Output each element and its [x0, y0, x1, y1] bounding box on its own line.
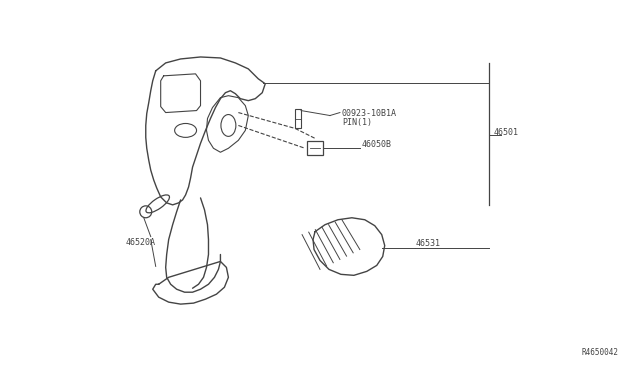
Text: 46050B: 46050B	[362, 140, 392, 149]
Text: 46531: 46531	[415, 239, 440, 248]
Text: 46501: 46501	[493, 128, 518, 137]
Text: PIN(1): PIN(1)	[342, 118, 372, 126]
Text: 46520A: 46520A	[126, 238, 156, 247]
Text: 00923-10B1A: 00923-10B1A	[342, 109, 397, 118]
Text: R4650042: R4650042	[582, 348, 619, 357]
